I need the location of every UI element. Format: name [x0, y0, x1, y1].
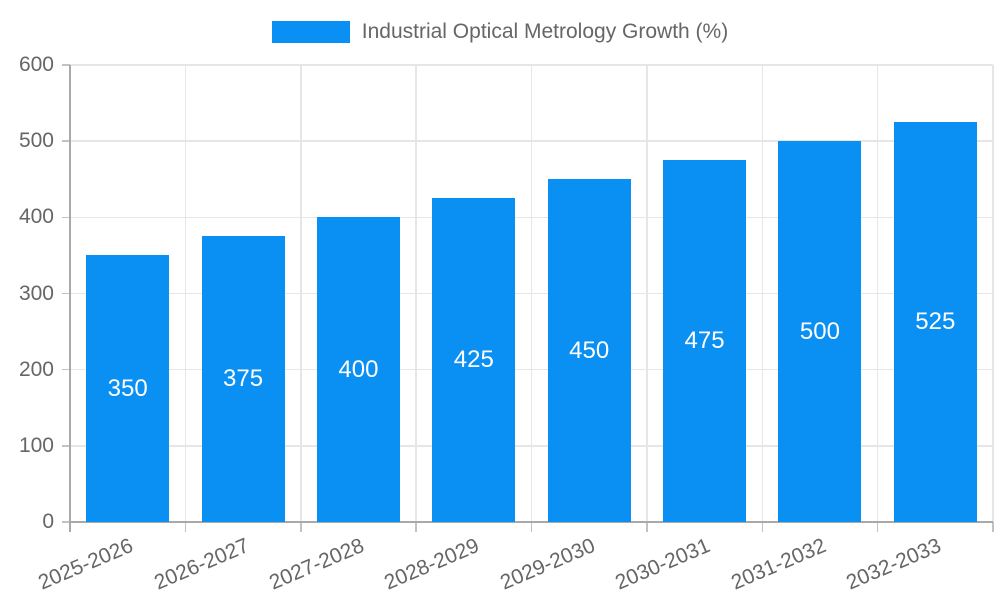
bar-value-label: 425 — [453, 346, 494, 374]
y-axis-tick-label: 600 — [18, 53, 54, 76]
y-axis-tick — [62, 368, 70, 371]
gridline-vertical — [300, 65, 302, 522]
x-axis-line — [70, 521, 993, 523]
x-axis-tick-label: 2030-2031 — [612, 534, 714, 595]
y-axis-tick-label: 400 — [18, 205, 54, 229]
x-axis-tick — [761, 522, 763, 532]
y-axis-tick — [62, 292, 70, 295]
y-axis-tick-label: 0 — [42, 510, 54, 533]
x-axis-tick-label: 2029-2030 — [496, 534, 599, 595]
legend-item[interactable]: Industrial Optical Metrology Growth (%) — [271, 20, 729, 44]
y-axis-tick — [62, 445, 70, 447]
bar-value-label: 525 — [915, 308, 956, 336]
gridline-vertical — [415, 65, 417, 522]
y-axis-tick — [62, 64, 70, 66]
bar-value-label: 375 — [223, 365, 264, 393]
legend: Industrial Optical Metrology Growth (%) — [0, 20, 1000, 44]
x-axis-tick — [646, 522, 648, 532]
bar[interactable] — [547, 179, 631, 522]
y-axis-tick — [62, 521, 70, 523]
y-axis-tick-label: 500 — [18, 129, 54, 153]
gridline-vertical — [184, 65, 187, 522]
bar-value-label: 450 — [569, 336, 610, 364]
y-axis-tick-label: 100 — [18, 433, 54, 457]
bar-value-label: 400 — [338, 355, 379, 383]
gridline-vertical — [992, 65, 994, 522]
bar-value-label: 475 — [684, 327, 725, 355]
gridline-vertical — [761, 65, 763, 522]
x-axis-tick-label: 2026-2027 — [150, 534, 253, 595]
bar-value-label: 500 — [799, 317, 840, 345]
y-axis-tick — [62, 140, 70, 142]
x-axis-tick — [530, 522, 533, 532]
x-axis-tick-label: 2027-2028 — [265, 534, 368, 595]
gridline-vertical — [530, 65, 533, 522]
y-axis-tick-label: 200 — [18, 357, 54, 381]
bar[interactable] — [893, 122, 977, 522]
gridline-vertical — [646, 65, 648, 522]
x-axis-tick — [300, 522, 302, 532]
y-axis-tick — [62, 216, 70, 219]
gridline-vertical — [876, 65, 879, 522]
bar-value-label: 350 — [107, 374, 148, 402]
bar[interactable] — [778, 141, 862, 522]
bar[interactable] — [316, 217, 400, 522]
bar[interactable] — [86, 255, 170, 522]
x-axis-tick-label: 2032-2033 — [842, 534, 945, 595]
x-axis-tick-label: 2028-2029 — [381, 534, 483, 595]
y-axis-line — [69, 65, 71, 532]
x-axis-tick — [876, 522, 879, 532]
bar[interactable] — [201, 236, 285, 522]
bar[interactable] — [432, 198, 516, 522]
legend-label: Industrial Optical Metrology Growth (%) — [361, 20, 729, 43]
x-axis-tick — [184, 522, 187, 532]
x-axis-tick — [415, 522, 417, 532]
x-axis-tick-label: 2031-2032 — [727, 534, 829, 595]
x-axis-tick — [992, 522, 994, 532]
x-axis-tick-label: 2025-2026 — [35, 534, 137, 595]
legend-swatch — [271, 21, 350, 43]
y-axis-tick-label: 300 — [18, 281, 54, 305]
bar[interactable] — [663, 160, 747, 522]
